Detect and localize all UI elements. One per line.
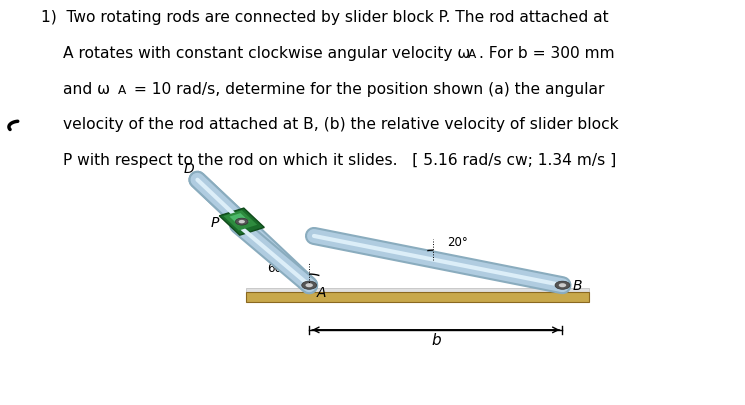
Text: A: A xyxy=(118,84,126,97)
Text: velocity of the rod attached at B, (b) the relative velocity of slider block: velocity of the rod attached at B, (b) t… xyxy=(63,117,619,132)
Text: B: B xyxy=(572,279,582,292)
Text: D: D xyxy=(183,162,194,175)
Polygon shape xyxy=(224,211,257,231)
Text: 60°: 60° xyxy=(267,261,288,274)
Text: b: b xyxy=(431,332,440,347)
Text: P with respect to the rod on which it slides.   [ 5.16 rad/s cw; 1.34 m/s ]: P with respect to the rod on which it sl… xyxy=(63,153,617,168)
Circle shape xyxy=(559,284,566,288)
Polygon shape xyxy=(229,213,250,226)
Bar xyxy=(246,292,589,303)
Text: A: A xyxy=(468,48,476,61)
Text: and ω: and ω xyxy=(63,81,110,96)
Text: = 10 rad/s, determine for the position shown (a) the angular: = 10 rad/s, determine for the position s… xyxy=(129,81,604,96)
Circle shape xyxy=(238,220,245,224)
Text: . For b = 300 mm: . For b = 300 mm xyxy=(479,46,615,61)
Circle shape xyxy=(305,284,313,288)
Circle shape xyxy=(555,281,570,290)
Text: P: P xyxy=(211,215,220,229)
Circle shape xyxy=(302,281,317,290)
Text: A: A xyxy=(317,286,326,299)
Text: 1)  Two rotating rods are connected by slider block P. The rod attached at: 1) Two rotating rods are connected by sl… xyxy=(41,10,609,25)
Circle shape xyxy=(235,219,248,226)
Text: A rotates with constant clockwise angular velocity ω: A rotates with constant clockwise angula… xyxy=(63,46,471,61)
Text: 20°: 20° xyxy=(447,236,467,249)
Bar xyxy=(246,288,589,292)
Polygon shape xyxy=(219,209,264,236)
